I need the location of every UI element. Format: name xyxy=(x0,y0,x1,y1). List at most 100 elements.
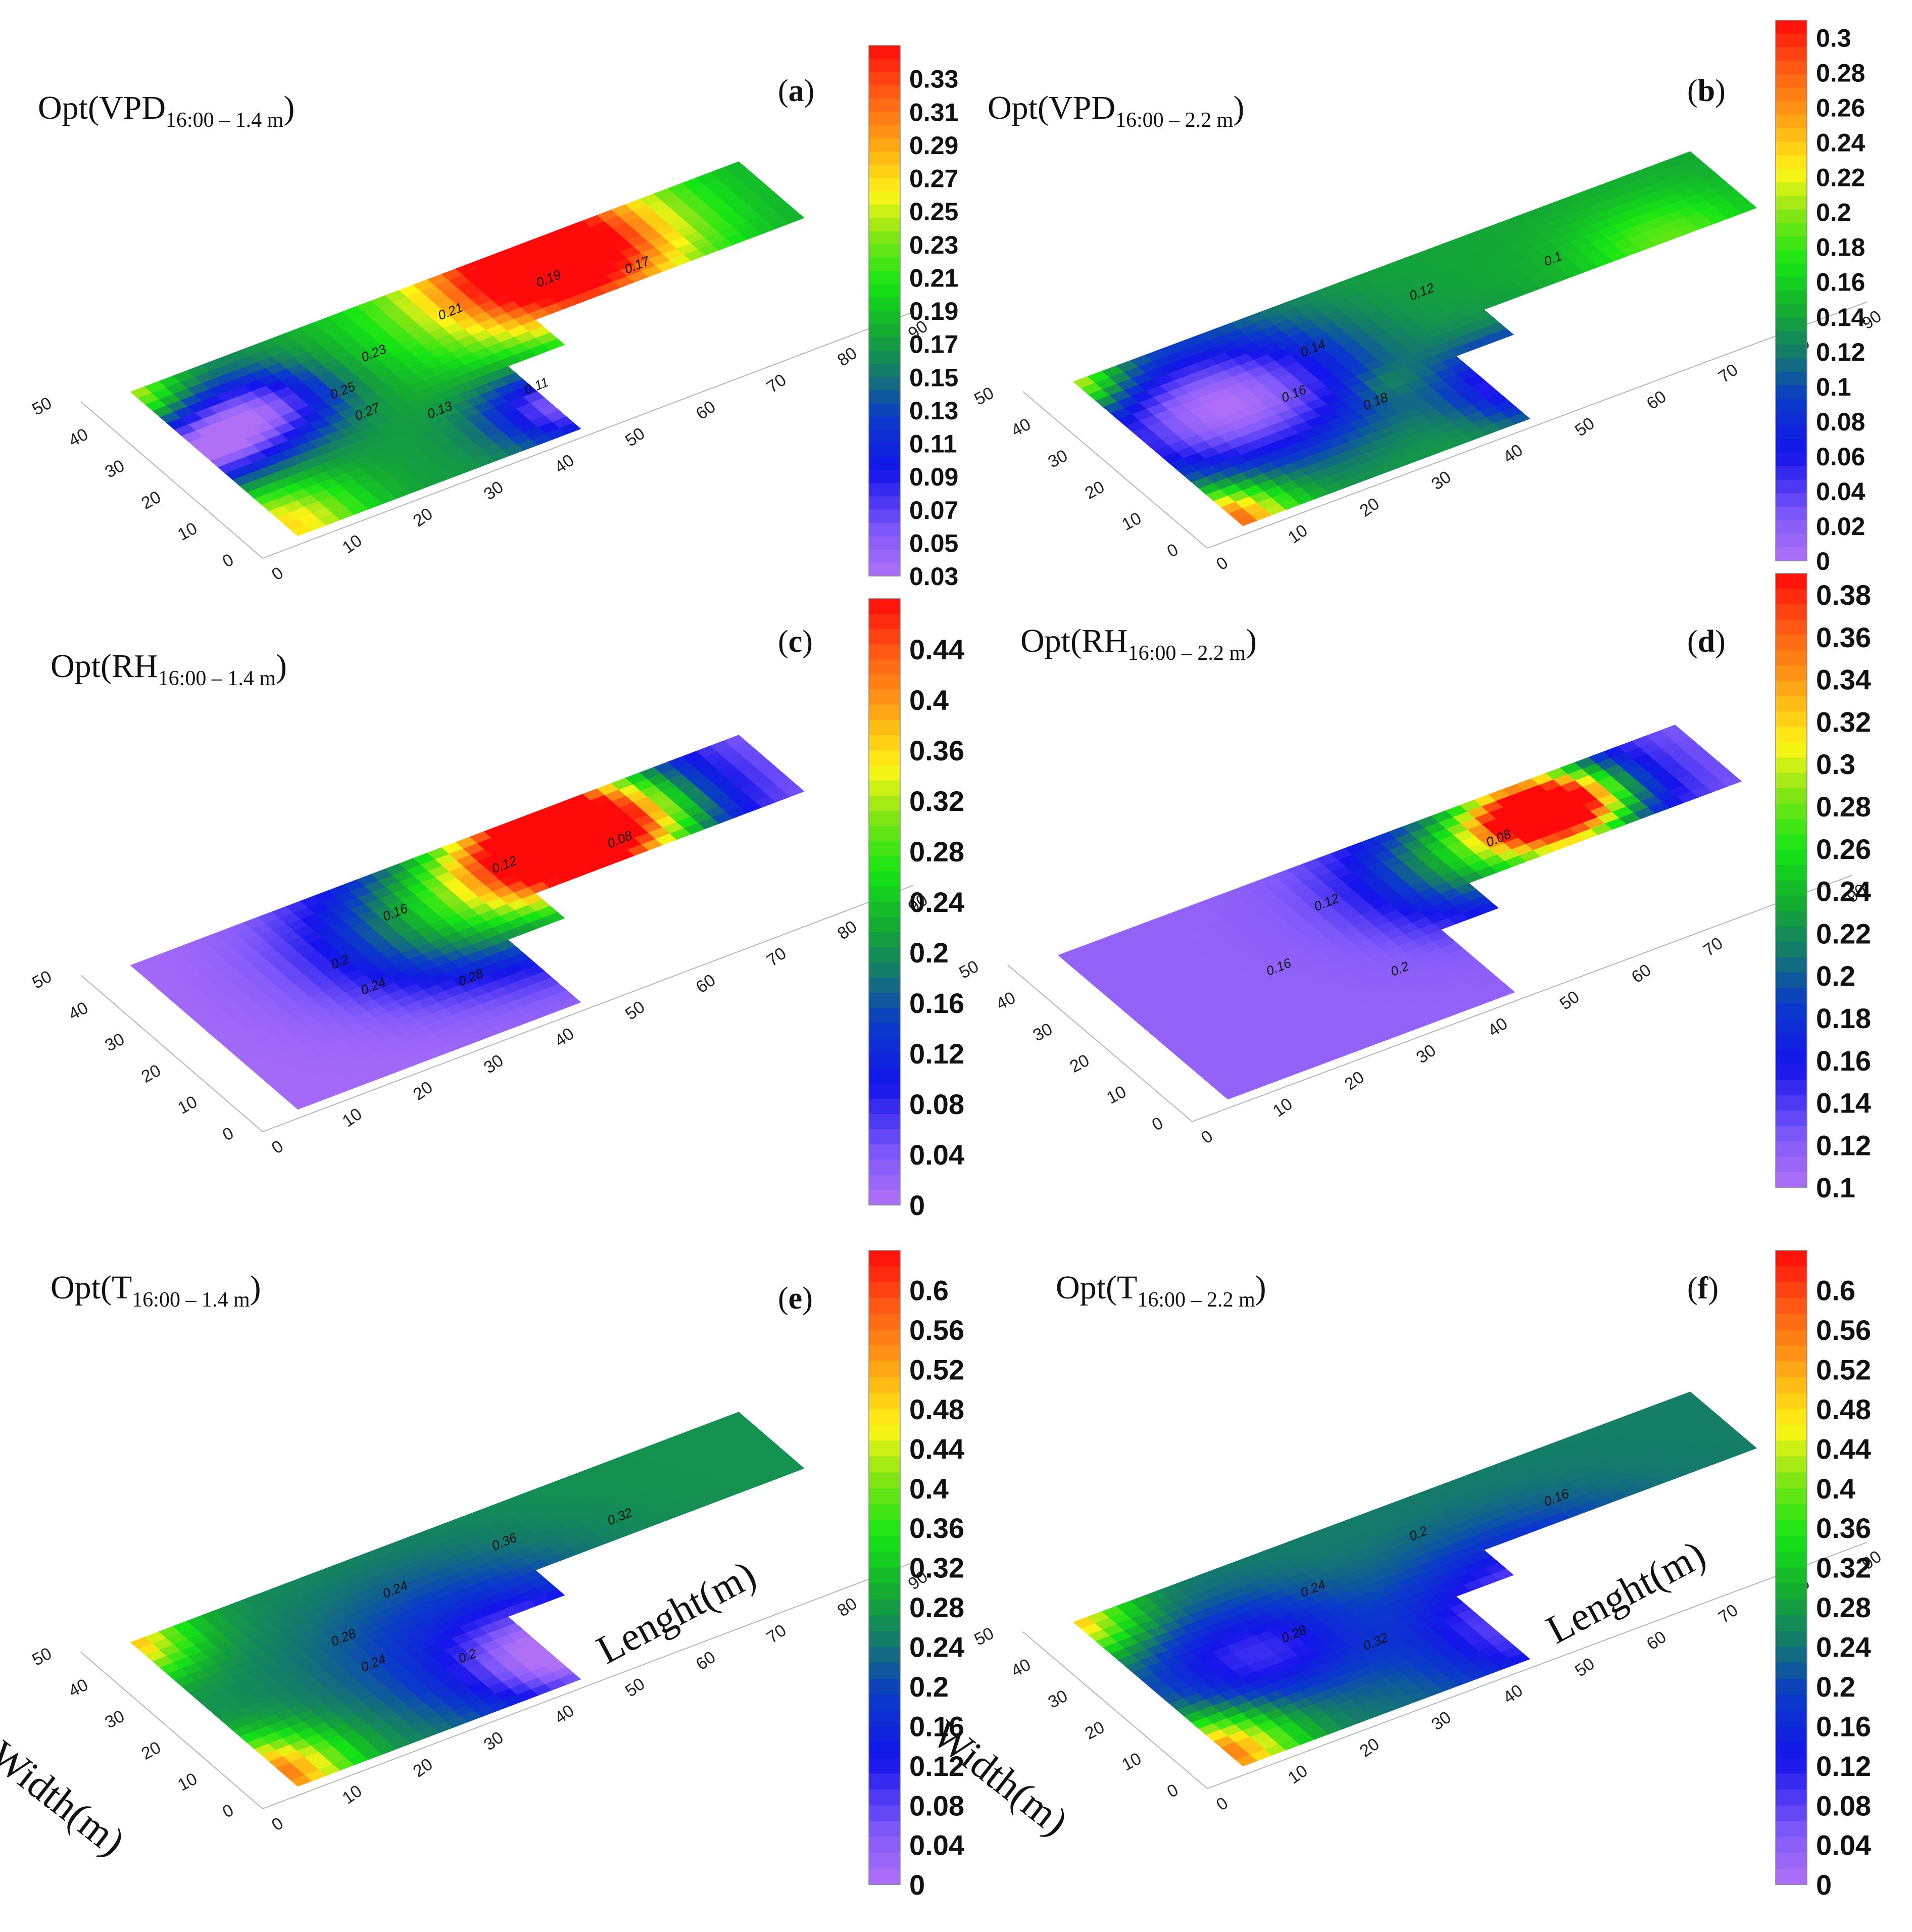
colorbar: 0.60.560.520.480.440.40.360.320.280.240.… xyxy=(1775,1250,1871,1901)
colorbar-segment xyxy=(869,1393,900,1410)
colorbar-segment xyxy=(869,311,900,325)
colorbar-tick-label: 0.4 xyxy=(909,684,949,716)
colorbar-segment xyxy=(869,125,900,139)
colorbar-tick-label: 0.56 xyxy=(909,1314,964,1346)
colorbar-segment xyxy=(1776,277,1807,291)
width-tick-label: 50 xyxy=(956,957,982,983)
colorbar-segment xyxy=(869,1456,900,1473)
colorbar-segment xyxy=(1776,155,1807,170)
colorbar-segment xyxy=(1776,358,1807,372)
colorbar: 0.60.560.520.480.440.40.360.320.280.240.… xyxy=(868,1250,964,1901)
colorbar-segment xyxy=(869,297,900,311)
colorbar-tick-label: 0.07 xyxy=(909,496,958,524)
colorbar-segment xyxy=(869,796,900,811)
panel-title-close: ) xyxy=(250,1269,261,1306)
length-tick-label: 60 xyxy=(693,971,719,997)
colorbar-segment xyxy=(1776,834,1807,850)
panel-title-close: ) xyxy=(276,648,287,685)
colorbar-segment xyxy=(1776,439,1807,453)
panel-f: 0.160.20.240.28 0.32504030201000102030405… xyxy=(924,1250,1885,1901)
panel-title-sub: 16:00 – 1.4 m xyxy=(166,109,284,132)
colorbar-segment xyxy=(869,231,900,245)
width-tick-label: 30 xyxy=(102,1030,128,1055)
colorbar-tick-label: 0.28 xyxy=(1816,791,1871,823)
colorbar-tick-label: 0.1 xyxy=(1816,1172,1855,1203)
length-tick-label: 20 xyxy=(1356,494,1383,521)
colorbar-segment xyxy=(869,1144,900,1160)
colorbar-segment xyxy=(869,1678,900,1695)
colorbar-segment xyxy=(1776,385,1807,399)
colorbar: 0.30.280.260.240.220.20.180.160.140.120.… xyxy=(1775,20,1866,575)
length-tick-label: 30 xyxy=(1428,467,1455,494)
colorbar-segment xyxy=(869,1129,900,1145)
colorbar-segment xyxy=(1776,665,1807,682)
axis-line xyxy=(262,885,914,1132)
colorbar-tick-label: 0.6 xyxy=(1816,1275,1855,1307)
panel-title: Opt(T16:00 – 2.2 m) xyxy=(1056,1269,1266,1312)
length-axis-title: Lenght(m) xyxy=(590,1553,763,1673)
colorbar-tick-label: 0.06 xyxy=(1816,443,1865,471)
colorbar-tick-label: 0.12 xyxy=(1816,1129,1871,1161)
colorbar-segment xyxy=(1776,209,1807,224)
colorbar-segment xyxy=(869,443,900,457)
colorbar-segment xyxy=(869,811,900,827)
colorbar-segment xyxy=(869,856,900,872)
panel-title: Opt(RH16:00 – 2.2 m) xyxy=(1020,622,1257,665)
colorbar-segment xyxy=(1776,635,1807,651)
panel-title-close: ) xyxy=(1246,622,1257,659)
colorbar-tick-label: 0.14 xyxy=(1816,303,1866,331)
colorbar-segment xyxy=(869,509,900,523)
panel-title-sub: 16:00 – 1.4 m xyxy=(132,1288,250,1312)
colorbar-segment xyxy=(869,218,900,232)
width-tick-label: 50 xyxy=(971,383,997,409)
colorbar-segment xyxy=(1776,788,1807,804)
length-tick-label: 10 xyxy=(339,1104,366,1131)
colorbar-segment xyxy=(1776,291,1807,305)
colorbar-segment xyxy=(869,1868,900,1885)
length-tick-label: 70 xyxy=(1715,360,1742,387)
colorbar-segment xyxy=(869,826,900,842)
colorbar-tick-label: 0.26 xyxy=(1816,833,1871,865)
length-tick-label: 50 xyxy=(622,1674,649,1701)
panel-title-main: Opt(T xyxy=(1056,1269,1137,1306)
width-tick-label: 0 xyxy=(1149,1114,1166,1135)
colorbar-tick-label: 0.28 xyxy=(909,836,964,867)
colorbar-tick-label: 0.24 xyxy=(1816,876,1871,907)
colorbar-segment xyxy=(869,1084,900,1099)
length-tick-label: 60 xyxy=(1643,387,1670,414)
colorbar-tick-label: 0.2 xyxy=(1816,199,1851,227)
panel-title: Opt(VPD16:00 – 2.2 m) xyxy=(988,89,1244,132)
colorbar-tick-label: 0.18 xyxy=(1816,1002,1871,1034)
colorbar-tick-label: 0.08 xyxy=(1816,408,1865,436)
panel-d: 0.080.120.16 0.25040302010001020304050607… xyxy=(956,573,1871,1203)
colorbar-tick-label: 0.36 xyxy=(909,1512,964,1544)
colorbar-tick-label: 0.24 xyxy=(909,886,964,918)
colorbar-segment xyxy=(1776,1425,1807,1441)
length-tick-label: 20 xyxy=(410,504,436,531)
width-tick-label: 0 xyxy=(1164,540,1182,561)
panel-title-main: Opt(T xyxy=(51,1269,132,1306)
colorbar-segment xyxy=(1776,1472,1807,1489)
length-tick-label: 30 xyxy=(1413,1041,1440,1068)
colorbar-segment xyxy=(869,430,900,444)
colorbar-segment xyxy=(1776,1868,1807,1885)
colorbar-segment xyxy=(869,1504,900,1521)
colorbar-tick-label: 0.21 xyxy=(909,264,958,292)
panel-letter: (d) xyxy=(1687,624,1726,659)
colorbar-segment xyxy=(869,978,900,993)
colorbar-segment xyxy=(1776,1250,1807,1267)
colorbar-tick-label: 0.2 xyxy=(1816,960,1855,992)
width-tick-label: 30 xyxy=(1030,1020,1056,1045)
axis-line xyxy=(80,975,263,1132)
width-tick-label: 20 xyxy=(1082,477,1108,503)
colorbar-tick-label: 0.13 xyxy=(909,397,958,425)
colorbar-segment xyxy=(869,841,900,857)
axis-line xyxy=(80,401,263,559)
colorbar-segment xyxy=(1776,1456,1807,1473)
colorbar-segment xyxy=(869,536,900,550)
colorbar-segment xyxy=(869,1160,900,1175)
colorbar-segment xyxy=(1776,196,1807,210)
colorbar-tick-label: 0.32 xyxy=(1816,706,1871,738)
width-tick-label: 30 xyxy=(102,1707,128,1732)
colorbar-segment xyxy=(869,191,900,205)
